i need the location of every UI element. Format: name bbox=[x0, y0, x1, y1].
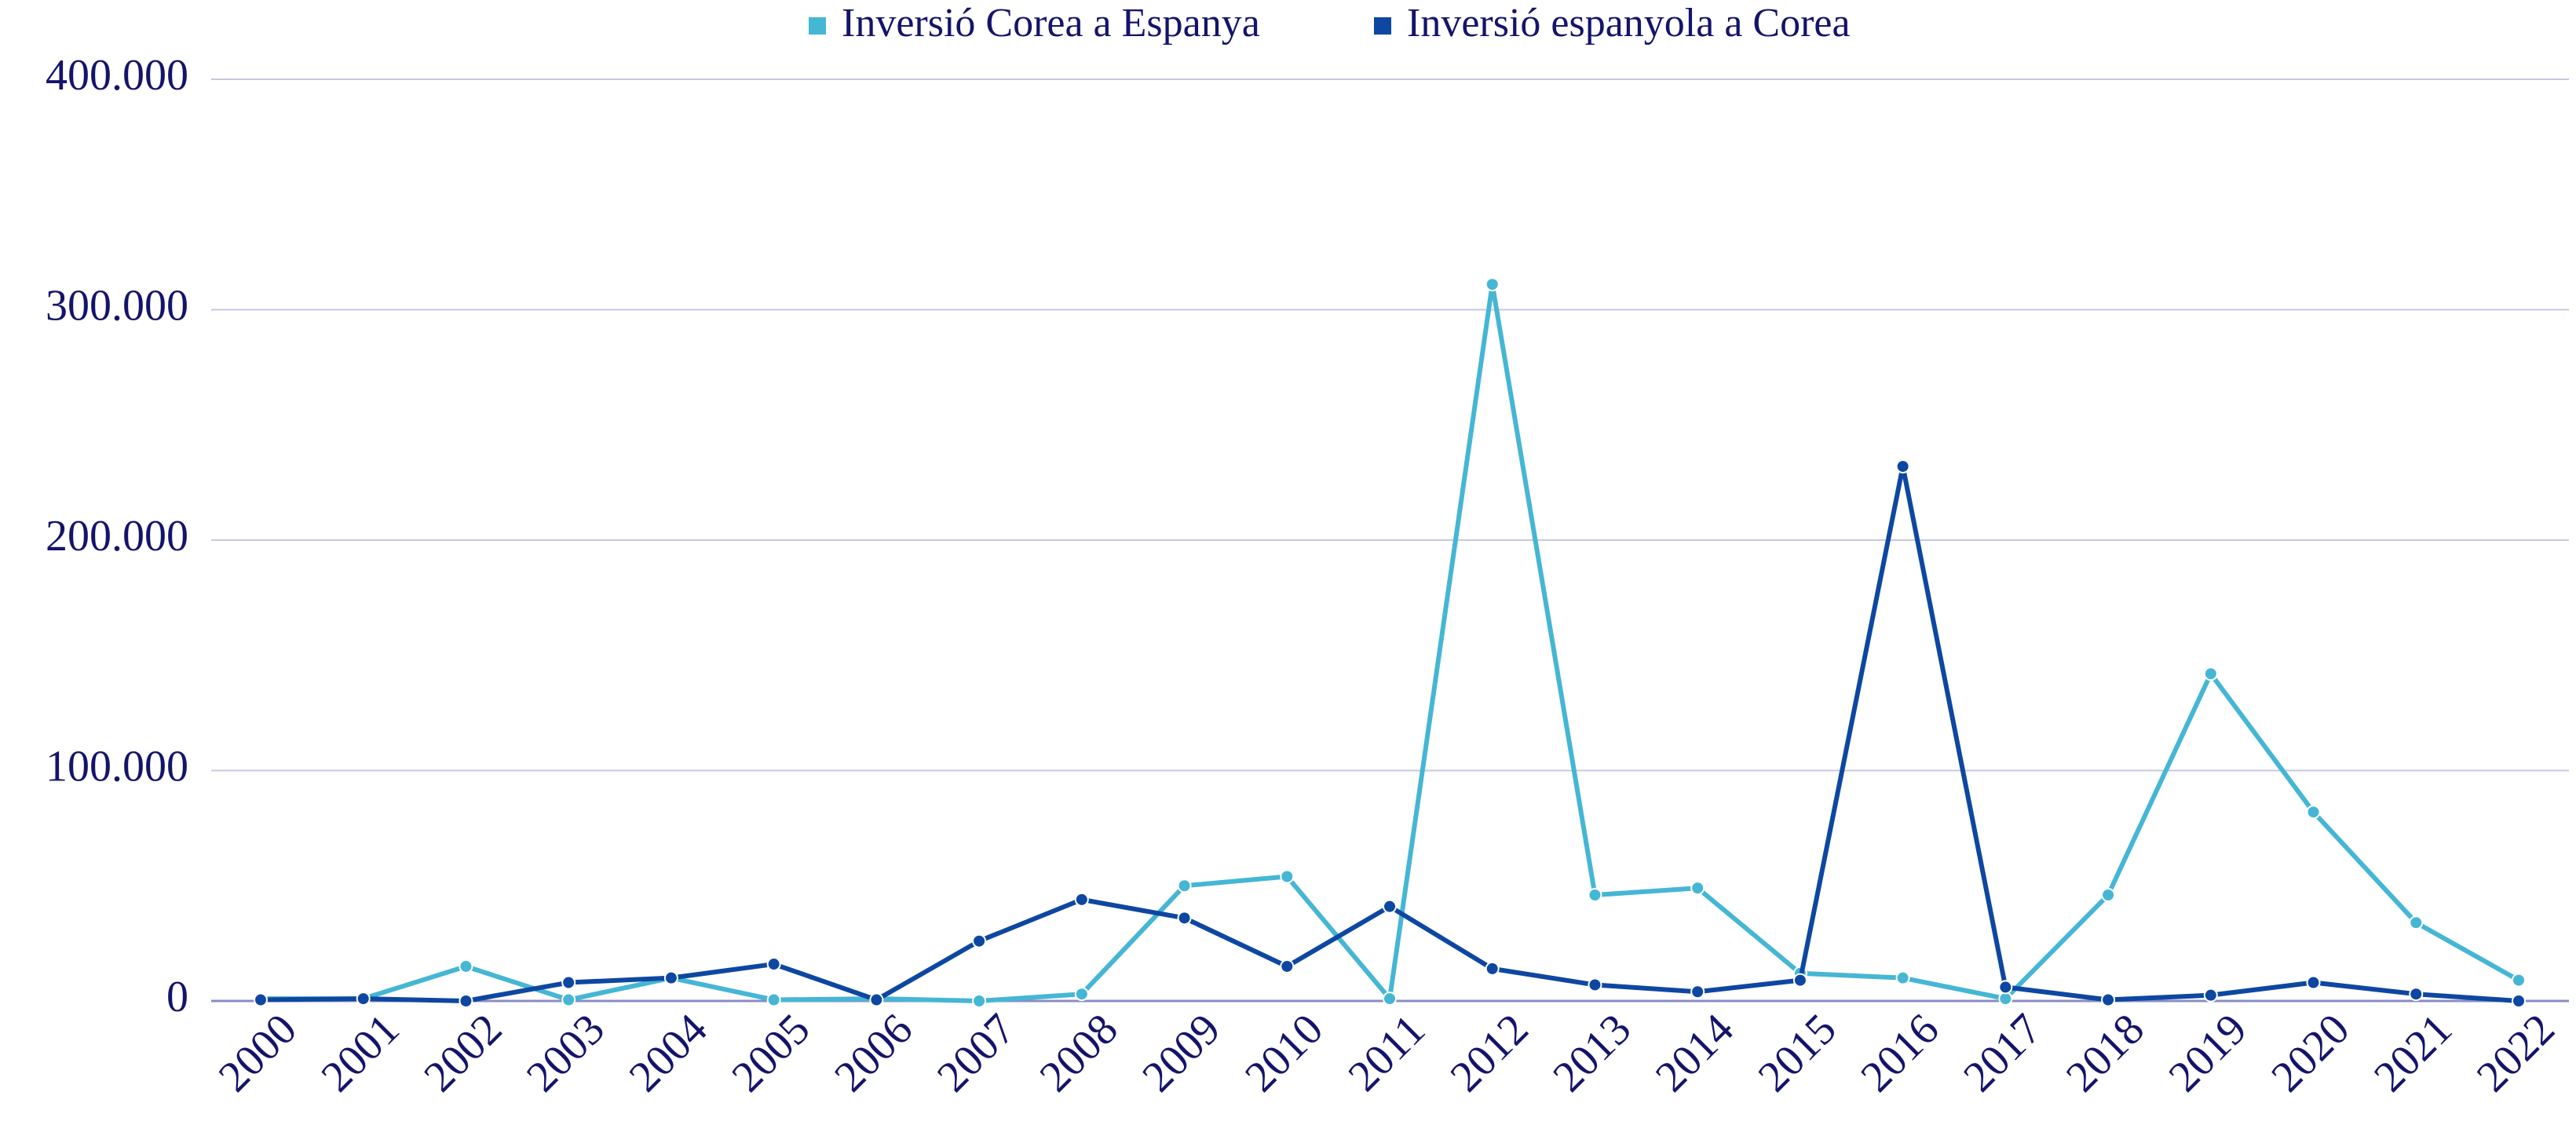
data-point bbox=[1690, 984, 1705, 999]
data-point bbox=[459, 994, 473, 1008]
data-point bbox=[459, 959, 473, 973]
x-tick-label: 2018 bbox=[2057, 1005, 2154, 1101]
x-tick-label: 2020 bbox=[2262, 1005, 2359, 1101]
data-point bbox=[1792, 973, 1807, 988]
x-tick-label: 2016 bbox=[1851, 1005, 1948, 1101]
x-tick-label: 2003 bbox=[517, 1005, 614, 1101]
data-point bbox=[1383, 992, 1397, 1006]
data-point bbox=[1280, 959, 1295, 973]
data-point bbox=[2203, 667, 2218, 681]
data-point bbox=[1998, 992, 2013, 1006]
series-line bbox=[260, 464, 2519, 1003]
data-point bbox=[1074, 892, 1089, 907]
x-tick-label: 2011 bbox=[1339, 1006, 1435, 1101]
legend-swatch bbox=[809, 17, 826, 35]
data-point bbox=[2306, 975, 2321, 990]
data-point bbox=[1280, 869, 1295, 884]
data-point bbox=[1998, 980, 2013, 995]
data-point bbox=[254, 992, 268, 1007]
data-point bbox=[1485, 277, 1500, 292]
data-point bbox=[1690, 881, 1705, 896]
x-tick-label: 2008 bbox=[1031, 1005, 1127, 1101]
legend-label: Inversió Corea a Espanya bbox=[842, 1, 1260, 46]
x-tick-label: 2005 bbox=[722, 1005, 819, 1101]
x-tick-label: 2000 bbox=[210, 1005, 306, 1101]
data-point bbox=[561, 992, 576, 1007]
data-point bbox=[1383, 899, 1397, 914]
data-point bbox=[972, 933, 987, 948]
data-point bbox=[2512, 973, 2526, 988]
data-point bbox=[2512, 994, 2526, 1008]
data-point bbox=[2409, 915, 2424, 930]
data-point bbox=[1074, 987, 1089, 1002]
data-point bbox=[1177, 911, 1192, 926]
x-tick-label: 2006 bbox=[825, 1005, 922, 1101]
y-tick-label: 400.000 bbox=[46, 51, 188, 100]
x-tick-label: 2019 bbox=[2160, 1005, 2256, 1101]
data-point bbox=[1177, 878, 1192, 893]
legend-swatch bbox=[1374, 17, 1391, 35]
data-point bbox=[1895, 459, 1910, 474]
data-point bbox=[766, 957, 781, 972]
data-point bbox=[663, 970, 678, 985]
legend-label: Inversió espanyola a Corea bbox=[1407, 1, 1851, 46]
data-point bbox=[2101, 992, 2116, 1007]
data-point bbox=[1485, 961, 1500, 976]
x-tick-label: 2017 bbox=[1954, 1005, 2051, 1101]
data-point bbox=[972, 994, 987, 1008]
data-point bbox=[869, 992, 884, 1007]
data-point bbox=[561, 975, 576, 990]
y-tick-label: 300.000 bbox=[46, 281, 188, 330]
x-tick-label: 2022 bbox=[2468, 1005, 2564, 1101]
x-tick-label: 2013 bbox=[1544, 1005, 1640, 1101]
x-tick-label: 2009 bbox=[1133, 1005, 1230, 1101]
x-tick-label: 2010 bbox=[1236, 1005, 1332, 1101]
data-point bbox=[1895, 970, 1910, 985]
x-tick-label: 2002 bbox=[415, 1005, 511, 1101]
data-point bbox=[1588, 977, 1602, 992]
data-point bbox=[2101, 887, 2116, 902]
data-point bbox=[2203, 988, 2218, 1003]
x-tick-label: 2012 bbox=[1441, 1005, 1538, 1101]
x-tick-label: 2004 bbox=[620, 1005, 717, 1101]
series-line bbox=[261, 282, 2520, 1003]
data-point bbox=[2306, 805, 2321, 820]
y-tick-label: 100.000 bbox=[46, 742, 188, 791]
data-point bbox=[766, 992, 781, 1007]
x-tick-label: 2014 bbox=[1646, 1005, 1743, 1101]
x-tick-label: 2007 bbox=[928, 1005, 1025, 1101]
y-tick-label: 0 bbox=[166, 973, 188, 1021]
data-point bbox=[1588, 887, 1602, 902]
x-tick-label: 2015 bbox=[1749, 1005, 1846, 1101]
x-tick-label: 2021 bbox=[2365, 1005, 2461, 1101]
data-point bbox=[356, 992, 371, 1006]
y-tick-label: 200.000 bbox=[46, 512, 188, 561]
data-point bbox=[2409, 987, 2424, 1002]
x-tick-label: 2001 bbox=[312, 1005, 409, 1101]
